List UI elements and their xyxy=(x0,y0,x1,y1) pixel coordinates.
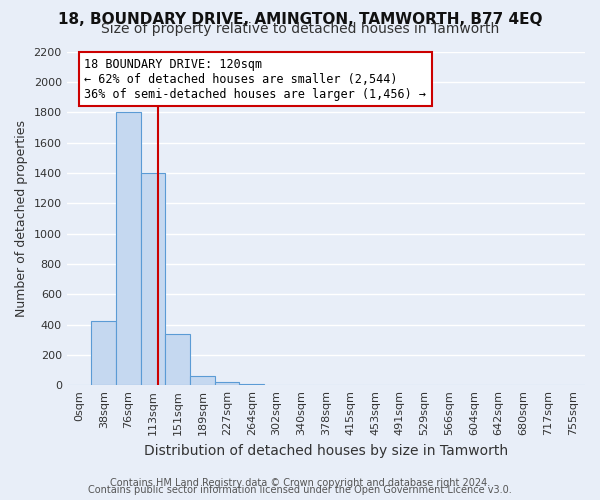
Bar xyxy=(116,112,141,385)
Text: 18, BOUNDARY DRIVE, AMINGTON, TAMWORTH, B77 4EQ: 18, BOUNDARY DRIVE, AMINGTON, TAMWORTH, … xyxy=(58,12,542,28)
Text: Size of property relative to detached houses in Tamworth: Size of property relative to detached ho… xyxy=(101,22,499,36)
Y-axis label: Number of detached properties: Number of detached properties xyxy=(15,120,28,317)
Text: Contains public sector information licensed under the Open Government Licence v3: Contains public sector information licen… xyxy=(88,485,512,495)
Bar xyxy=(239,384,264,385)
Bar xyxy=(215,382,239,385)
Text: 18 BOUNDARY DRIVE: 120sqm
← 62% of detached houses are smaller (2,544)
36% of se: 18 BOUNDARY DRIVE: 120sqm ← 62% of detac… xyxy=(85,58,427,100)
Bar xyxy=(166,334,190,385)
X-axis label: Distribution of detached houses by size in Tamworth: Distribution of detached houses by size … xyxy=(144,444,508,458)
Text: Contains HM Land Registry data © Crown copyright and database right 2024.: Contains HM Land Registry data © Crown c… xyxy=(110,478,490,488)
Bar xyxy=(91,322,116,385)
Bar xyxy=(190,376,215,385)
Bar xyxy=(141,173,166,385)
